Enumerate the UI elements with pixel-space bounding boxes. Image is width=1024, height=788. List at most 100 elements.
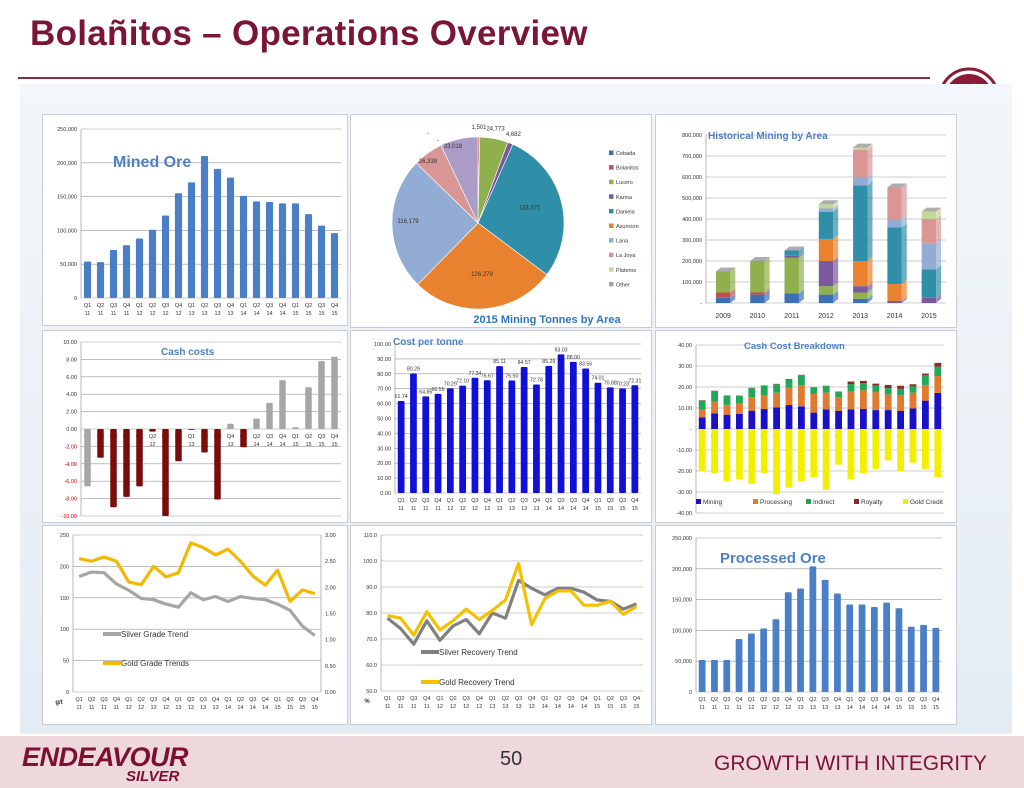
bar — [96, 262, 105, 298]
x-tick-label: Q4 — [484, 498, 491, 504]
x-tick-label: 12 — [463, 704, 469, 710]
bar-side — [764, 288, 770, 295]
legend-label: Indirect — [813, 499, 835, 506]
legend-swatch — [609, 150, 614, 155]
slice-value-label: - — [437, 138, 439, 144]
x-tick-label: Q2 — [908, 697, 915, 703]
x-tick-label: 14 — [262, 705, 268, 711]
bar — [187, 182, 196, 298]
y-tick-label: - — [690, 427, 692, 433]
y-tick-label: -6.00 — [64, 479, 77, 485]
recovery-trends-chart: 50.0 60.0 70.0 80.0 90.0 100.0 110.0 Q1 11 Q2 11 Q3… — [350, 525, 652, 725]
bar-segment — [884, 410, 892, 429]
bar-segment — [818, 238, 834, 261]
x-tick-label: 15 — [632, 506, 638, 512]
y-unit-label: % — [364, 699, 370, 705]
bar-segment — [909, 386, 917, 393]
bar — [122, 245, 131, 298]
data-label: 70.29 — [444, 381, 457, 387]
bar-segment — [897, 429, 905, 471]
x-tick-label: Q1 — [292, 303, 299, 309]
legend-swatch — [609, 165, 614, 170]
x-tick-label: Q1 — [436, 696, 443, 702]
bar — [161, 215, 170, 298]
y-tick-label: 0.00 — [66, 427, 77, 433]
y2-tick-label: 1.00 — [325, 638, 336, 644]
x-tick-label: Q1 — [496, 498, 503, 504]
x-tick-label: Q3 — [110, 303, 117, 309]
bar — [698, 659, 706, 692]
x-tick-label: 14 — [570, 506, 576, 512]
x-tick-label: 13 — [502, 704, 508, 710]
bar-segment — [934, 366, 942, 377]
x-tick-label: Q4 — [476, 696, 483, 702]
bar-segment — [909, 392, 917, 409]
x-tick-label: Q1 — [797, 697, 804, 703]
y-tick-label: 0 — [689, 690, 692, 696]
chart-title: 2015 Mining Tonnes by Area — [473, 314, 621, 326]
bar-segment — [887, 284, 902, 301]
slice-value-label: 33,018 — [444, 144, 463, 150]
bar-segment — [872, 410, 880, 429]
bar-segment — [760, 395, 768, 410]
x-tick-label: 13 — [188, 442, 194, 448]
bar-segment — [847, 409, 855, 429]
x-tick-label: 12 — [460, 506, 466, 512]
bar — [84, 429, 91, 487]
x-tick-label: 15 — [292, 311, 298, 317]
chart-title: Processed Ore — [720, 550, 826, 567]
bar-side — [901, 223, 907, 285]
x-tick-label: 15 — [607, 506, 613, 512]
x-tick-label: Q4 — [331, 434, 338, 440]
x-tick-label: Q4 — [123, 303, 130, 309]
bar-segment — [784, 250, 799, 256]
x-tick-label: Q4 — [785, 697, 792, 703]
x-tick-label: 12 — [151, 705, 157, 711]
legend-label: Bolanitos — [616, 166, 639, 172]
bar-segment — [723, 404, 731, 415]
bar-segment — [822, 429, 830, 490]
bar-segment — [853, 185, 868, 261]
bar — [123, 429, 130, 497]
x-tick-label: 11 — [76, 705, 82, 711]
data-label: 72.78 — [530, 378, 543, 384]
y-tick-label: 10.00 — [63, 340, 77, 346]
y-tick-label: 60.00 — [377, 402, 391, 408]
bar-side — [867, 294, 873, 303]
historical-mining-chart: - 100,000 200,000 300,000 400,000 500,000 600,… — [655, 114, 957, 328]
series-line — [78, 541, 316, 604]
bar-segment — [748, 410, 756, 429]
bar-segment — [921, 400, 929, 429]
x-tick-label: Q4 — [227, 303, 234, 309]
bar-segment — [897, 395, 905, 411]
y-tick-label: -4.00 — [64, 462, 77, 468]
x-tick-label: 15 — [620, 704, 626, 710]
bar-segment — [773, 384, 781, 393]
x-tick-label: Q4 — [631, 498, 638, 504]
x-tick-label: Q4 — [735, 697, 742, 703]
y-tick-label: 100.00 — [374, 342, 391, 348]
x-tick-label: 11 — [435, 506, 441, 512]
y-tick-label: 0.00 — [380, 491, 391, 497]
bar-segment — [715, 297, 731, 303]
bar — [200, 156, 209, 298]
x-tick-label: 14 — [253, 311, 259, 317]
bar — [226, 177, 235, 298]
bar-segment — [921, 243, 937, 270]
bar-segment — [735, 403, 743, 414]
x-tick-label: 13 — [496, 506, 502, 512]
bar-segment — [818, 286, 834, 295]
bar-segment — [887, 187, 902, 219]
bar-segment — [818, 211, 834, 239]
y-tick-label: 80.00 — [377, 372, 391, 378]
data-label: 80.29 — [407, 366, 420, 372]
bar-top — [784, 246, 804, 251]
y-tick-label: 20.00 — [678, 385, 692, 391]
legend-swatch — [609, 223, 614, 228]
x-tick-label: Q2 — [397, 696, 404, 702]
x-tick-label: Q4 — [113, 697, 120, 703]
x-tick-label: 14 — [859, 705, 865, 711]
legend-swatch — [609, 281, 614, 287]
bar-side — [833, 234, 839, 261]
y-tick-label: 400,000 — [682, 217, 702, 223]
